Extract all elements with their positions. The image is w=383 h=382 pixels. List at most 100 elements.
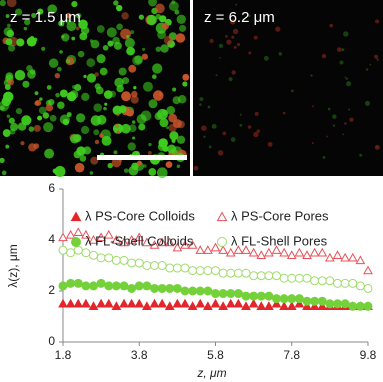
texture [99,133,104,138]
texture [48,58,59,68]
point [111,281,121,291]
texture [65,12,72,19]
point [302,296,312,306]
point [96,298,106,308]
point [58,298,68,308]
x-tick-label: 7.8 [283,348,300,362]
texture [169,131,179,141]
texture [71,1,78,8]
texture [152,90,164,101]
point [127,283,137,293]
texture [49,114,57,122]
texture [103,90,113,99]
legend-label: λ FL-Shell Pores [231,233,328,248]
texture [37,8,44,15]
texture [6,114,11,119]
texture [217,150,224,156]
texture [199,97,204,102]
point [302,301,312,310]
y-tick-label: 6 [48,181,55,195]
texture [165,161,173,168]
texture [226,39,232,45]
texture [247,14,251,18]
texture [99,67,108,76]
texture [66,112,72,118]
texture [344,122,347,125]
texture [369,63,372,66]
texture [89,171,94,175]
point [363,265,373,275]
texture [5,38,13,46]
point [134,281,144,291]
texture [3,91,14,103]
texture [116,85,124,93]
texture [114,123,120,129]
texture [201,125,207,131]
texture [5,72,14,80]
point [325,299,335,309]
texture [332,124,336,127]
point [111,234,122,244]
point [203,301,213,310]
texture [96,25,105,33]
texture [55,92,60,98]
point [73,278,83,288]
texture [211,123,217,129]
texture [6,29,15,38]
texture [166,105,176,115]
texture [77,50,85,58]
texture [33,143,40,149]
point [225,298,236,308]
point [180,286,190,296]
texture [172,87,177,92]
texture [148,168,157,176]
texture [102,45,109,51]
texture [142,81,153,92]
texture [5,14,10,18]
texture [27,70,36,79]
texture [0,157,5,164]
point [272,271,281,281]
point [180,263,190,273]
texture [176,14,186,24]
texture [43,122,54,133]
texture [86,58,96,68]
point [317,296,327,306]
point [211,289,220,299]
point [89,250,98,260]
texture [172,96,181,105]
texture [364,100,371,106]
texture [75,12,82,19]
texture [263,55,269,61]
texture [222,131,227,136]
texture [311,141,314,144]
point [126,234,137,244]
texture [147,150,152,155]
point [241,245,251,254]
texture [121,12,129,20]
point [226,268,236,278]
texture [175,33,186,43]
texture [17,122,27,131]
point [317,247,328,257]
texture [7,78,15,86]
point [134,232,145,242]
point [203,245,213,254]
point [142,281,152,291]
texture [120,28,131,40]
point [66,278,76,288]
texture [107,40,114,47]
texture [142,47,146,51]
texture [254,111,259,116]
legend-marker [217,237,227,247]
point [188,286,198,296]
texture [114,77,124,88]
texture [76,113,86,123]
texture [115,4,123,12]
texture [121,91,132,102]
texture [165,126,169,130]
point [149,298,160,308]
texture [26,65,33,72]
texture [148,142,152,147]
